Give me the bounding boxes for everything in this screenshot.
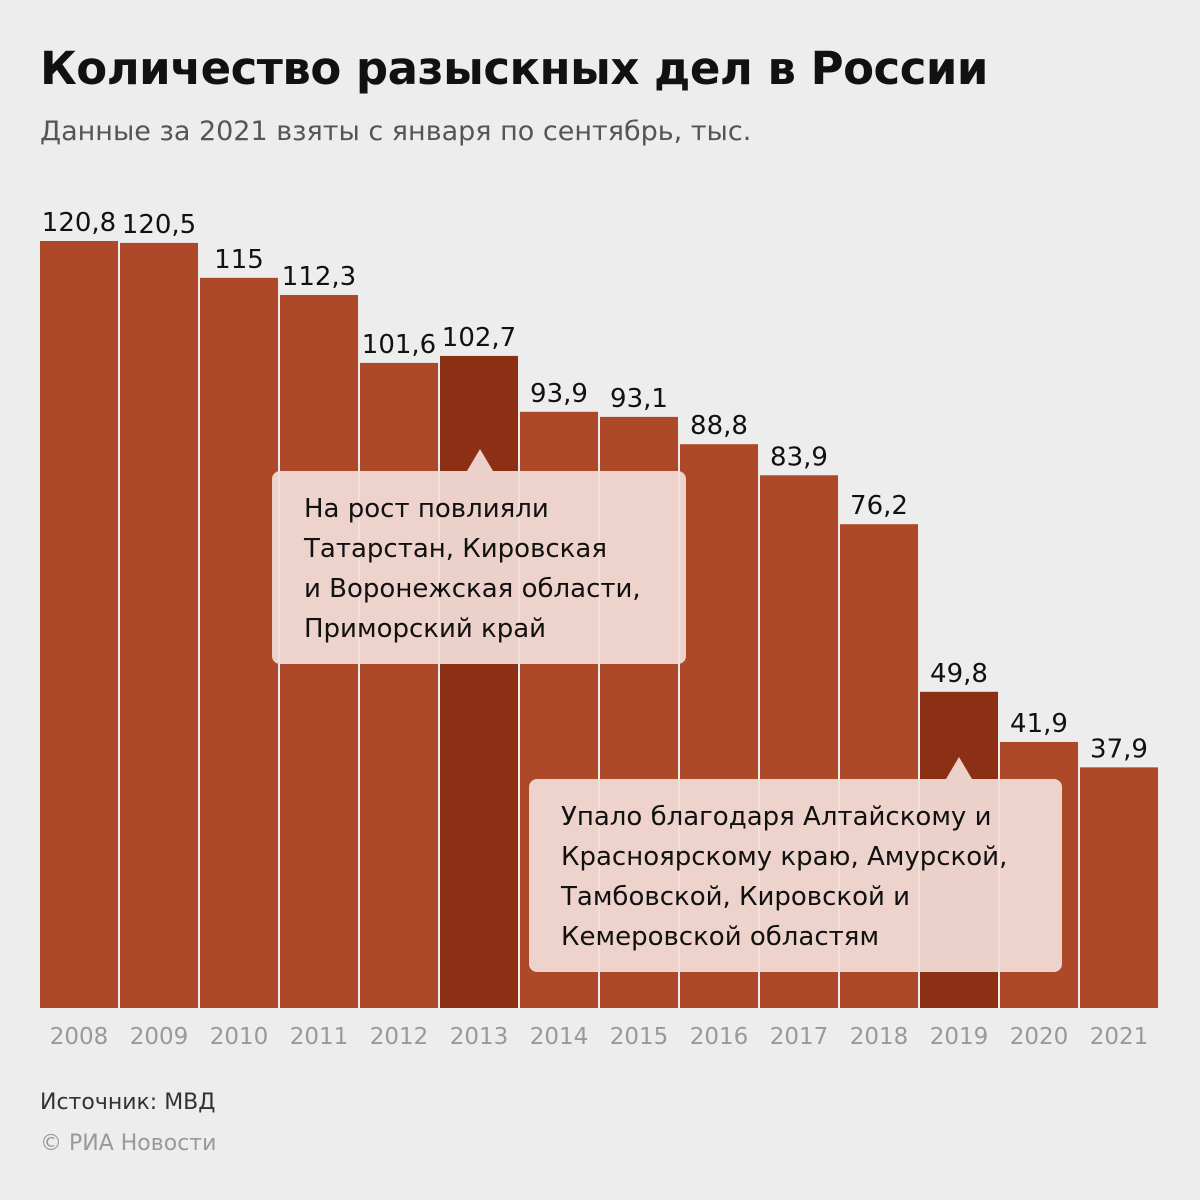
value-label: 37,9 [1090, 734, 1148, 764]
x-tick-label: 2013 [450, 1024, 509, 1050]
value-label: 93,1 [610, 384, 668, 414]
bar-2008 [40, 241, 118, 1008]
x-tick-label: 2008 [50, 1024, 109, 1050]
value-label: 112,3 [282, 262, 356, 292]
annotation-line: Кемеровской областям [561, 922, 880, 952]
x-tick-label: 2017 [770, 1024, 829, 1050]
chart-subtitle: Данные за 2021 взяты с января по сентябр… [40, 116, 752, 147]
x-tick-label: 2019 [930, 1024, 989, 1050]
x-tick-label: 2010 [210, 1024, 269, 1050]
copyright: © РИА Новости [40, 1131, 217, 1156]
x-tick-label: 2016 [690, 1024, 749, 1050]
source-note: Источник: МВД [40, 1090, 216, 1115]
value-label: 76,2 [850, 491, 908, 521]
value-label: 83,9 [770, 442, 828, 472]
annotation-line: На рост повлияли [304, 494, 549, 524]
x-tick-label: 2021 [1090, 1024, 1149, 1050]
bar-2009 [120, 242, 198, 1009]
annotation-line: Татарстан, Кировская [304, 534, 607, 564]
value-label: 41,9 [1010, 709, 1068, 739]
annotation-2013: На рост повлияли Татарстан, Кировская и … [272, 449, 686, 664]
x-tick-label: 2012 [370, 1024, 429, 1050]
value-label: 93,9 [530, 379, 588, 409]
bar-2010 [200, 277, 278, 1008]
annotation-line: Приморский край [304, 614, 547, 644]
x-tick-label: 2015 [610, 1024, 669, 1050]
bar-2012 [360, 362, 438, 1008]
x-tick-label: 2018 [850, 1024, 909, 1050]
annotation-line: Упало благодаря Алтайскому и [561, 802, 992, 832]
x-tick-label: 2011 [290, 1024, 349, 1050]
value-label: 120,5 [122, 210, 196, 240]
value-label: 88,8 [690, 411, 748, 441]
bar-2021 [1080, 767, 1158, 1008]
x-tick-label: 2020 [1010, 1024, 1069, 1050]
value-label: 115 [214, 245, 264, 275]
value-label: 101,6 [362, 330, 436, 360]
annotation-2019: Упало благодаря Алтайскому и Красноярско… [529, 757, 1062, 972]
annotation-line: и Воронежская области, [304, 574, 641, 604]
annotation-line: Тамбовской, Кировской и [561, 882, 911, 912]
x-tick-label: 2009 [130, 1024, 189, 1050]
annotation-line: Красноярскому краю, Амурской, [561, 842, 1008, 872]
value-label: 49,8 [930, 659, 988, 689]
chart-title: Количество разыскных дел в России [40, 42, 988, 95]
value-label: 120,8 [42, 208, 116, 238]
value-label: 102,7 [442, 323, 516, 353]
x-tick-label: 2014 [530, 1024, 589, 1050]
